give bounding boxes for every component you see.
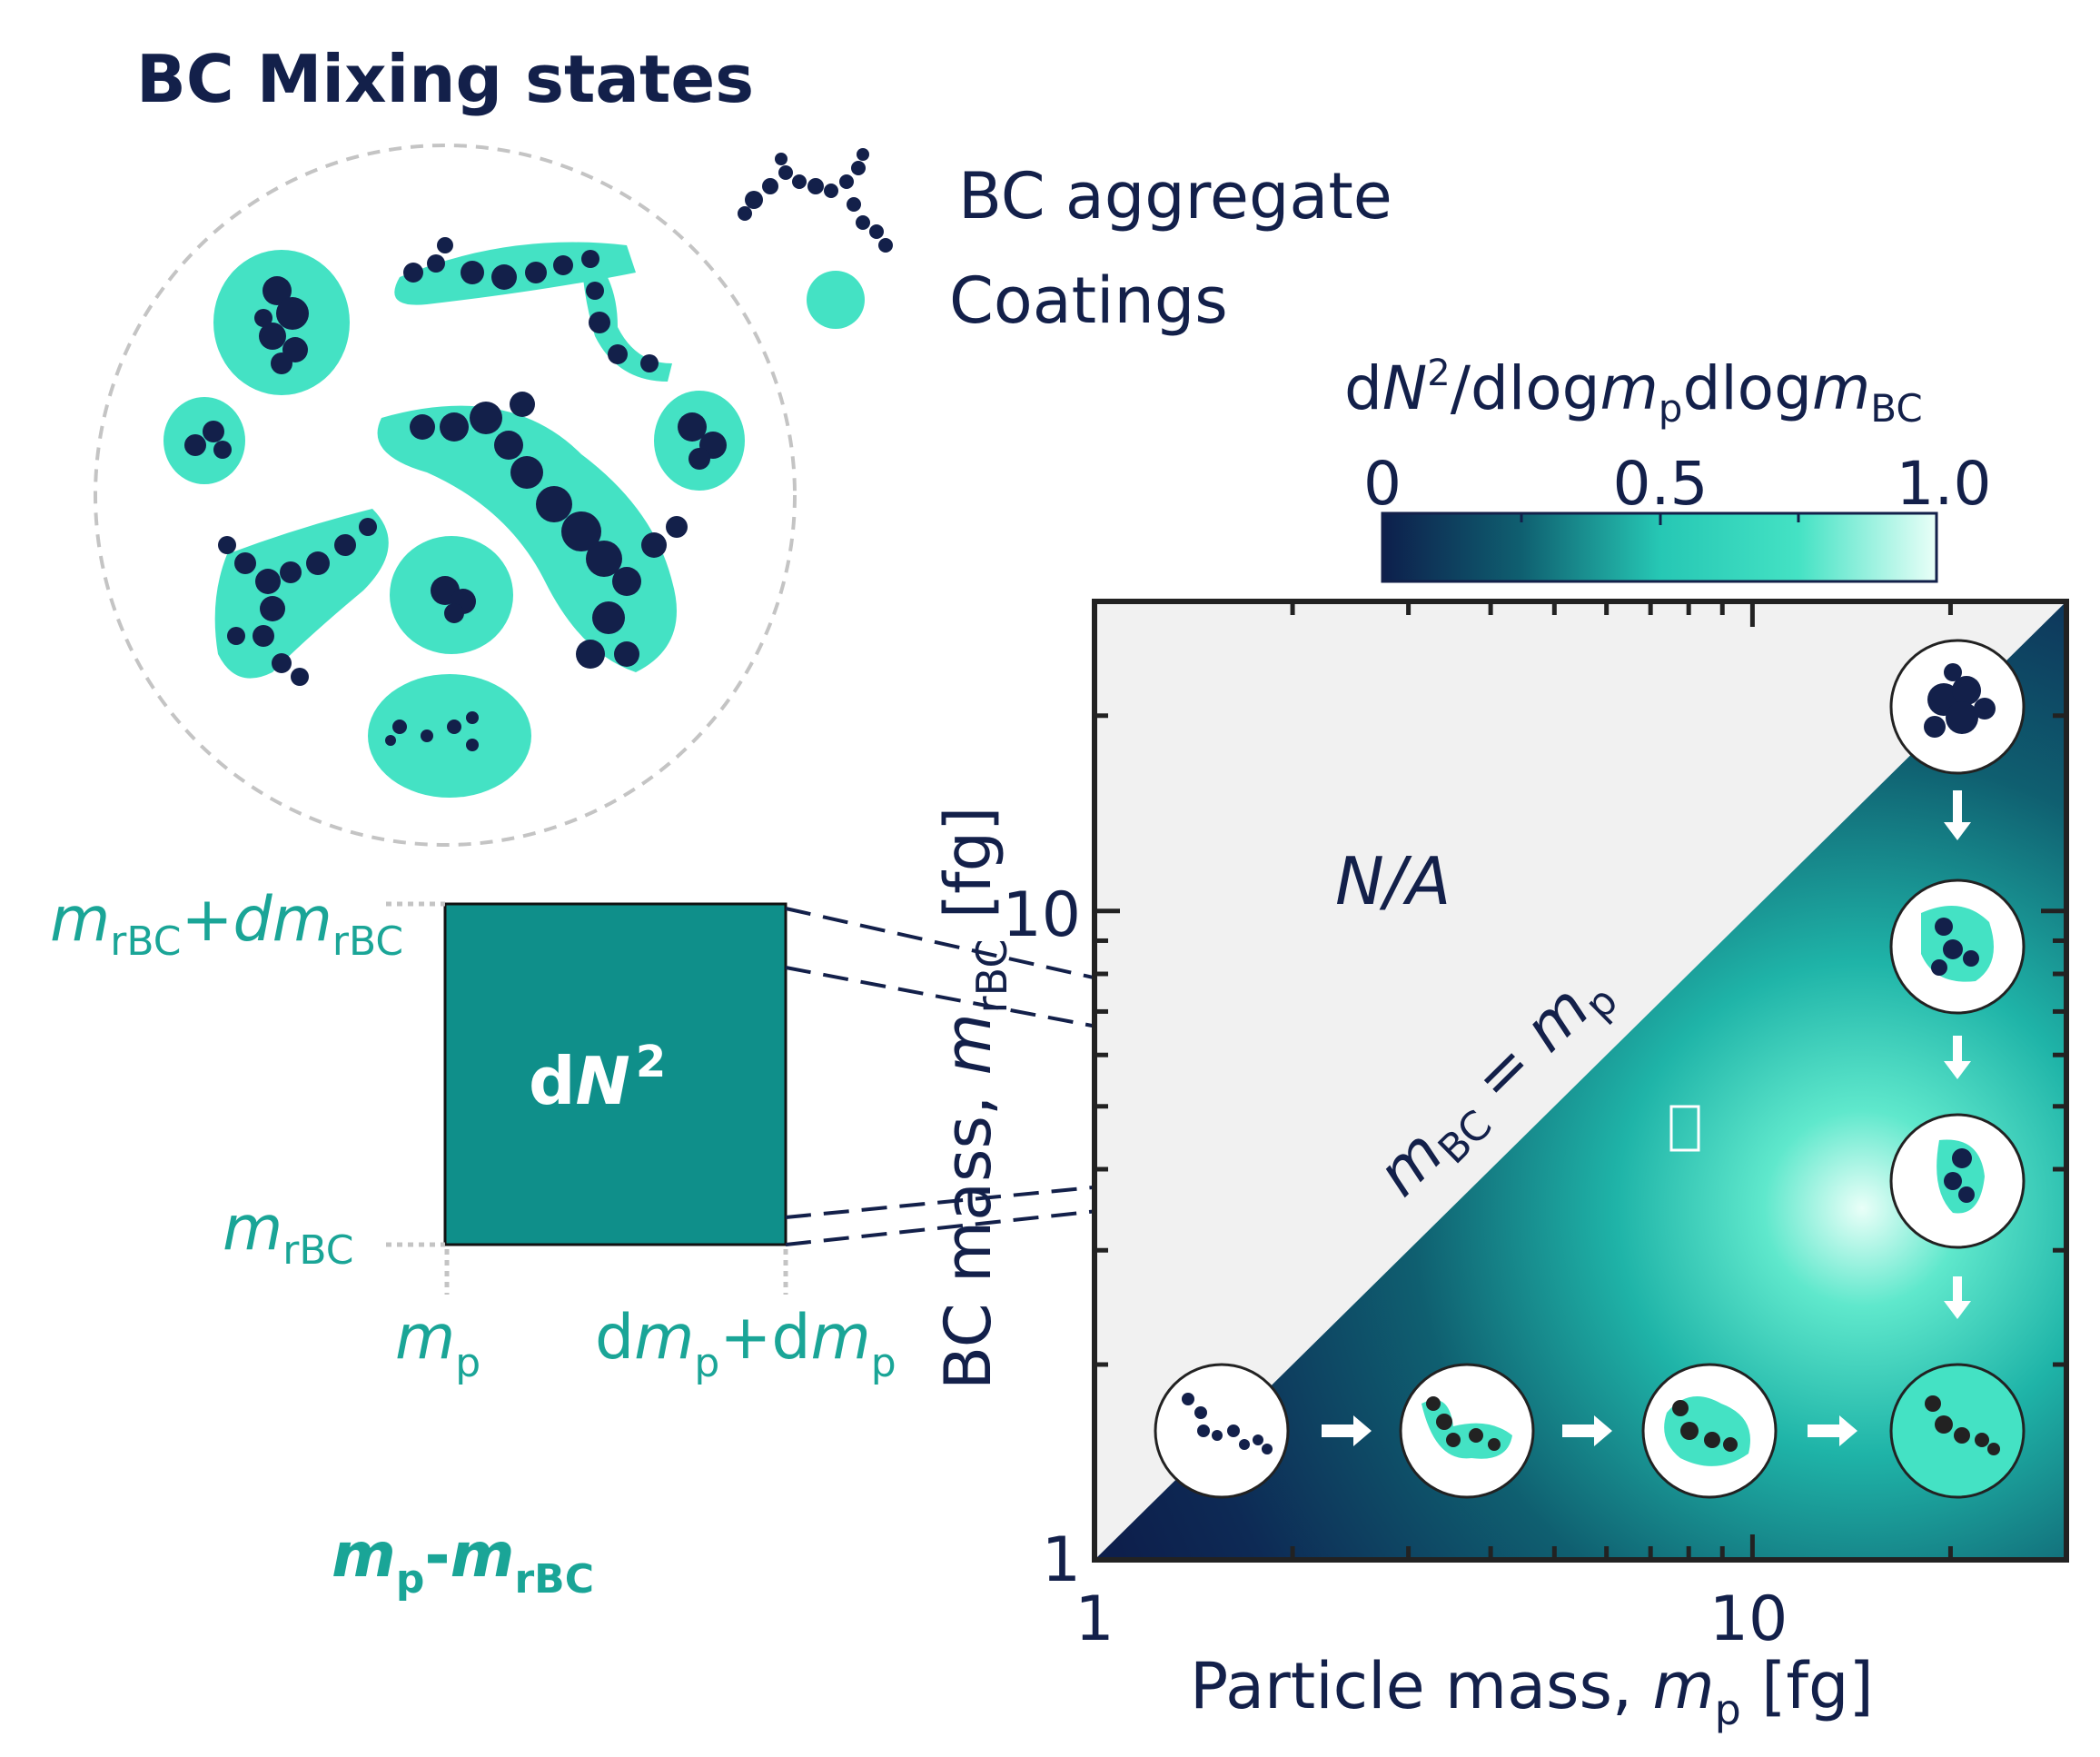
axis-ticks	[1092, 599, 2069, 1563]
x-axis-title: Particle mass, mp [fg]	[1190, 1649, 1874, 1734]
colorbar: dN2/dlogmpdlogmBC 0 0.5 1.0	[1344, 352, 1992, 583]
selected-bin-marker	[1669, 1105, 1700, 1152]
x-tick-label-1: 1	[1075, 1583, 1114, 1655]
bin-right-label: dmp+dmp	[595, 1302, 896, 1386]
y-axis-title: BC mass, mrBC [fg]	[931, 807, 1016, 1390]
colorbar-label: dN2/dlogmpdlogmBC	[1344, 352, 1923, 431]
legend-coating-label: Coatings	[949, 263, 1228, 338]
bin-bottom-label: mrBC	[223, 1193, 353, 1274]
bin-caption: mp-mrBC	[332, 1520, 594, 1603]
bin-left-label: mp	[395, 1302, 480, 1386]
mixing-states-illustration	[94, 144, 797, 847]
figure-title: BC Mixing states	[136, 41, 754, 117]
density-region	[1095, 601, 2066, 1560]
particle-insets	[1154, 639, 2026, 1499]
evolution-arrows	[1322, 790, 1971, 1446]
coating-icon	[807, 271, 865, 329]
plot-frame	[1092, 599, 2069, 1563]
legend: BC aggregate Coatings	[738, 148, 1392, 338]
bc-aggregates	[184, 237, 727, 751]
colorbar-tick-0: 0	[1363, 449, 1402, 519]
colorbar-tick-0.5: 0.5	[1613, 449, 1709, 519]
bc-aggregate-icon	[738, 148, 893, 253]
coating-blobs	[163, 242, 745, 798]
heatmap-plot: N/A mBC = mp 1 10 1 10 Particle mass, mp…	[931, 599, 2069, 1734]
x-tick-label-10: 10	[1709, 1583, 1788, 1655]
colorbar-tick-1.0: 1.0	[1897, 449, 1992, 519]
y-tick-label-1: 1	[1042, 1524, 1081, 1596]
bin-top-label: mrBC+dmrBC	[50, 884, 403, 965]
y-tick-label-10: 10	[1002, 879, 1081, 951]
bin-box	[443, 902, 788, 1246]
bin-illustration: dN 2 mrBC+dmrBC mrBC mp dmp+dmp mp-mrBC	[50, 884, 1677, 1603]
bin-box-label: dN 2	[529, 1037, 666, 1119]
na-label: N/A	[1335, 843, 1451, 919]
legend-aggregate-label: BC aggregate	[958, 159, 1392, 233]
